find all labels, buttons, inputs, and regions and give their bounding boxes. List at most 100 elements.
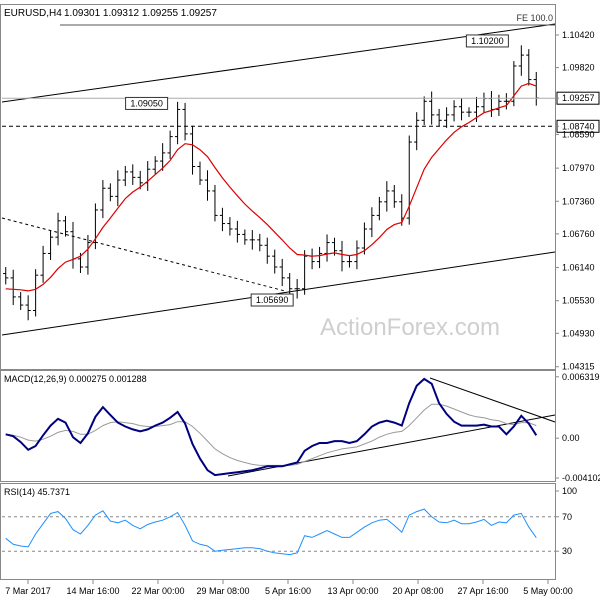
price-tick-label: 1.06140 <box>562 263 595 273</box>
candle <box>234 220 240 243</box>
candle <box>384 181 390 212</box>
chart-symbol: EURUSD,H4 <box>4 8 62 19</box>
time-tick-label: 29 Mar 08:00 <box>196 586 249 596</box>
candle <box>152 156 158 175</box>
candle <box>122 165 128 187</box>
price-tick-label: 1.04315 <box>562 362 595 372</box>
lower-channel-line <box>1 251 556 336</box>
candle <box>40 245 46 283</box>
price-tick-label: 1.04930 <box>562 328 595 338</box>
macd-panel-frame <box>0 370 556 482</box>
candle <box>167 130 173 159</box>
candle <box>219 207 226 232</box>
time-tick-label: 14 Mar 16:00 <box>66 586 119 596</box>
candle <box>302 250 308 295</box>
watermark: ActionForex.com <box>320 314 500 341</box>
candle <box>458 98 465 121</box>
price-panel-frame <box>0 4 556 370</box>
macd-main-line <box>5 377 538 477</box>
candle <box>3 267 9 285</box>
price-tick-label: 1.06760 <box>562 229 595 239</box>
moving-average-line <box>5 82 537 292</box>
dashed-trend-line <box>1 217 286 292</box>
candle <box>227 217 233 236</box>
candle <box>62 215 69 237</box>
upper-channel-line <box>1 23 556 103</box>
candle <box>130 164 136 185</box>
macd-title: MACD(12,26,9) 0.000275 0.001288 <box>4 374 147 384</box>
time-tick-label: 27 Apr 16:00 <box>457 586 508 596</box>
rsi-line <box>5 508 537 556</box>
candle <box>174 101 181 145</box>
candle <box>242 229 248 245</box>
candle <box>279 258 285 287</box>
candle <box>414 112 420 151</box>
candle <box>100 180 106 219</box>
candle <box>518 45 524 76</box>
candle <box>369 207 375 238</box>
candle <box>85 234 91 275</box>
candle <box>47 230 54 260</box>
candle <box>257 233 263 252</box>
macd-tick-label: 0.006319 <box>562 372 600 382</box>
candle <box>503 93 509 110</box>
candle <box>189 125 196 175</box>
price-tick-label: 1.10420 <box>562 30 595 40</box>
candle <box>272 249 278 274</box>
candle <box>33 269 39 317</box>
candle <box>107 183 113 202</box>
price-tick-label: 1.07360 <box>562 196 595 206</box>
candle <box>182 102 188 141</box>
candle <box>264 237 270 264</box>
rsi-panel-frame <box>0 483 556 580</box>
candle <box>204 170 211 201</box>
rsi-title: RSI(14) 45.7371 <box>4 487 70 497</box>
candle <box>249 230 255 250</box>
candle <box>406 135 412 225</box>
candle <box>429 91 435 125</box>
rsi-tick-label: 70 <box>562 512 572 522</box>
price-tick-label: 1.05530 <box>562 296 595 306</box>
rsi-tick-label: 30 <box>562 546 572 556</box>
candle <box>443 107 450 128</box>
price-tick-label: 1.09820 <box>562 63 595 73</box>
price-annotation-box <box>465 34 509 48</box>
macd-tick-label: 0.00 <box>562 433 580 443</box>
price-tick-label: 1.08740 <box>562 121 595 131</box>
candle <box>212 184 218 222</box>
candle <box>10 269 16 306</box>
candle <box>324 234 330 262</box>
candle <box>160 143 166 171</box>
time-tick-label: 7 Mar 2017 <box>5 586 51 596</box>
price-annotation-label: 1.10200 <box>471 36 504 46</box>
price-annotation-label: 1.05690 <box>256 295 289 305</box>
price-tick-label: 1.08590 <box>562 129 595 139</box>
candle <box>18 292 24 310</box>
candle <box>421 96 427 126</box>
price-annotation-box <box>125 96 169 110</box>
candle <box>316 246 323 269</box>
chart-ohlc: 1.09301 1.09312 1.09255 1.09257 <box>64 8 217 19</box>
candle <box>361 222 368 255</box>
price-tick-label: 1.07970 <box>562 163 595 173</box>
price-annotation-box <box>250 293 294 307</box>
candle <box>451 100 457 122</box>
macd-tick-label: -0.004102 <box>562 473 600 483</box>
time-tick-label: 13 Apr 00:00 <box>327 586 378 596</box>
time-tick-label: 22 Mar 00:00 <box>131 586 184 596</box>
candle <box>526 49 532 86</box>
candle <box>137 170 143 190</box>
time-tick-label: 5 May 00:00 <box>523 586 573 596</box>
candle <box>25 295 31 321</box>
candle <box>391 184 397 208</box>
price-annotation-label: 1.09050 <box>130 98 163 108</box>
fe-100-label: FE 100.0 <box>516 13 553 23</box>
candle <box>287 272 293 294</box>
time-tick-label: 5 Apr 16:00 <box>265 586 311 596</box>
macd-resistance-line <box>429 377 556 423</box>
candle <box>376 196 382 221</box>
time-tick-label: 20 Apr 08:00 <box>392 586 443 596</box>
